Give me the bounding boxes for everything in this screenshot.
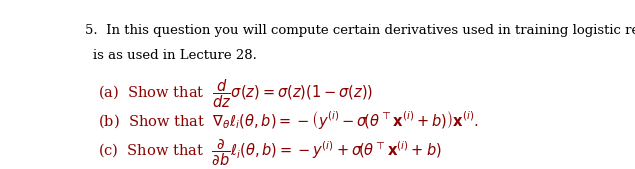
Text: (b)  Show that  $\nabla_\theta \ell_i(\theta, b) = -\left(y^{(i)} - \sigma\!\lef: (b) Show that $\nabla_\theta \ell_i(\the… xyxy=(98,109,479,131)
Text: (a)  Show that  $\dfrac{d}{dz}\sigma(z) = \sigma(z)\left(1 - \sigma(z)\right)$: (a) Show that $\dfrac{d}{dz}\sigma(z) = … xyxy=(98,78,373,110)
Text: is as used in Lecture 28.: is as used in Lecture 28. xyxy=(93,49,257,62)
Text: 5.  In this question you will compute certain derivatives used in training logis: 5. In this question you will compute cer… xyxy=(85,24,635,37)
Text: (c)  Show that  $\dfrac{\partial}{\partial b}\ell_i(\theta, b) = -y^{(i)} + \sig: (c) Show that $\dfrac{\partial}{\partial… xyxy=(98,137,442,168)
